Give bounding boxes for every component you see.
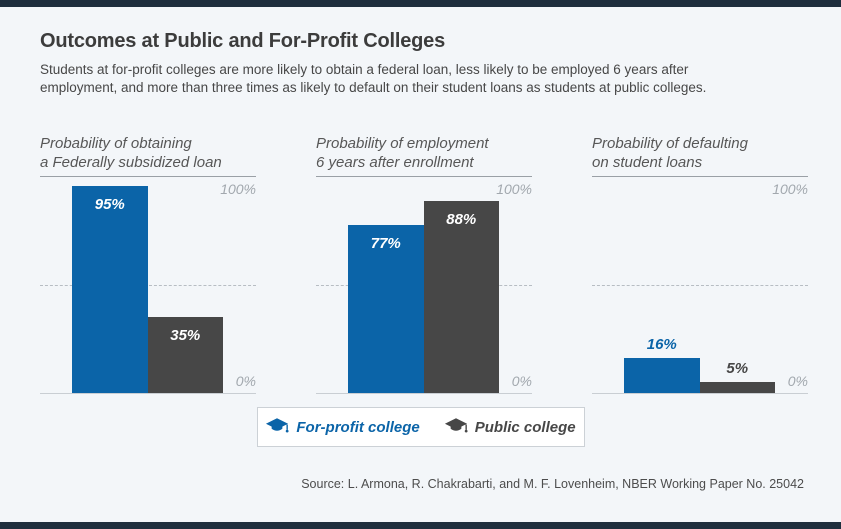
panel-title-line1: Probability of defaulting: [592, 135, 748, 152]
plot-area: 100% 0% 95% 35%: [40, 176, 256, 394]
axis-label-0: 0%: [787, 373, 808, 389]
bar-for-profit-college: 16%: [624, 336, 700, 393]
chart-subtitle: Students at for-profit colleges are more…: [40, 62, 707, 95]
legend-item-public: Public college: [444, 418, 576, 436]
panel-title-line2: a Federally subsidized loan: [40, 154, 222, 171]
bar-for-profit-college: 95%: [72, 186, 148, 393]
bar-public-college: 35%: [147, 317, 223, 393]
axis-label-0: 0%: [235, 373, 256, 389]
chart-panels: Probability of obtaining a Federally sub…: [40, 134, 808, 394]
bar-group: 77% 88%: [348, 201, 499, 393]
panel-default: Probability of defaulting on student loa…: [592, 134, 808, 394]
axis-label-100: 100%: [496, 181, 532, 197]
bar-for-profit-college: 77%: [348, 225, 424, 393]
bar-group: 95% 35%: [72, 186, 223, 393]
panel-title-line2: on student loans: [592, 154, 703, 171]
axis-label-100: 100%: [772, 181, 808, 197]
legend-label: For-profit college: [296, 418, 420, 436]
bar-value-label: 5%: [726, 360, 749, 377]
panel-employment: Probability of employment 6 years after …: [316, 134, 532, 394]
legend: For-profit college Public college: [256, 407, 585, 447]
panel-title-line2: 6 years after enrollment: [316, 154, 474, 171]
panel-subsidized-loan: Probability of obtaining a Federally sub…: [40, 134, 256, 394]
bar-group: 16% 5%: [624, 336, 775, 393]
top-accent-bar: [0, 0, 841, 7]
bar-value-label: 16%: [646, 336, 677, 353]
bar-public-college: 5%: [699, 360, 775, 393]
plot-area: 100% 0% 16% 5%: [592, 176, 808, 394]
bottom-accent-bar: [0, 522, 841, 529]
source-note: Source: L. Armona, R. Chakrabarti, and M…: [301, 477, 804, 491]
graduation-cap-icon: [265, 418, 289, 436]
plot-area: 100% 0% 77% 88%: [316, 176, 532, 394]
bar-value-label: 35%: [170, 327, 201, 344]
panel-title: Probability of employment 6 years after …: [316, 134, 532, 176]
legend-item-for-profit: For-profit college: [265, 418, 420, 436]
gridline-50pct: [40, 285, 256, 286]
panel-title-line1: Probability of employment: [316, 135, 489, 152]
bar-public-college: 88%: [423, 201, 499, 393]
chart-title: Outcomes at Public and For-Profit Colleg…: [40, 30, 445, 52]
axis-label-0: 0%: [511, 373, 532, 389]
panel-title: Probability of obtaining a Federally sub…: [40, 134, 256, 176]
panel-title: Probability of defaulting on student loa…: [592, 134, 808, 176]
axis-label-100: 100%: [220, 181, 256, 197]
graduation-cap-icon: [444, 418, 468, 436]
gridline-50pct: [592, 285, 808, 286]
panel-title-line1: Probability of obtaining: [40, 135, 192, 152]
bar-value-label: 95%: [94, 196, 125, 213]
bar-value-label: 88%: [446, 211, 477, 228]
bar-value-label: 77%: [370, 235, 401, 252]
legend-label: Public college: [474, 418, 576, 436]
